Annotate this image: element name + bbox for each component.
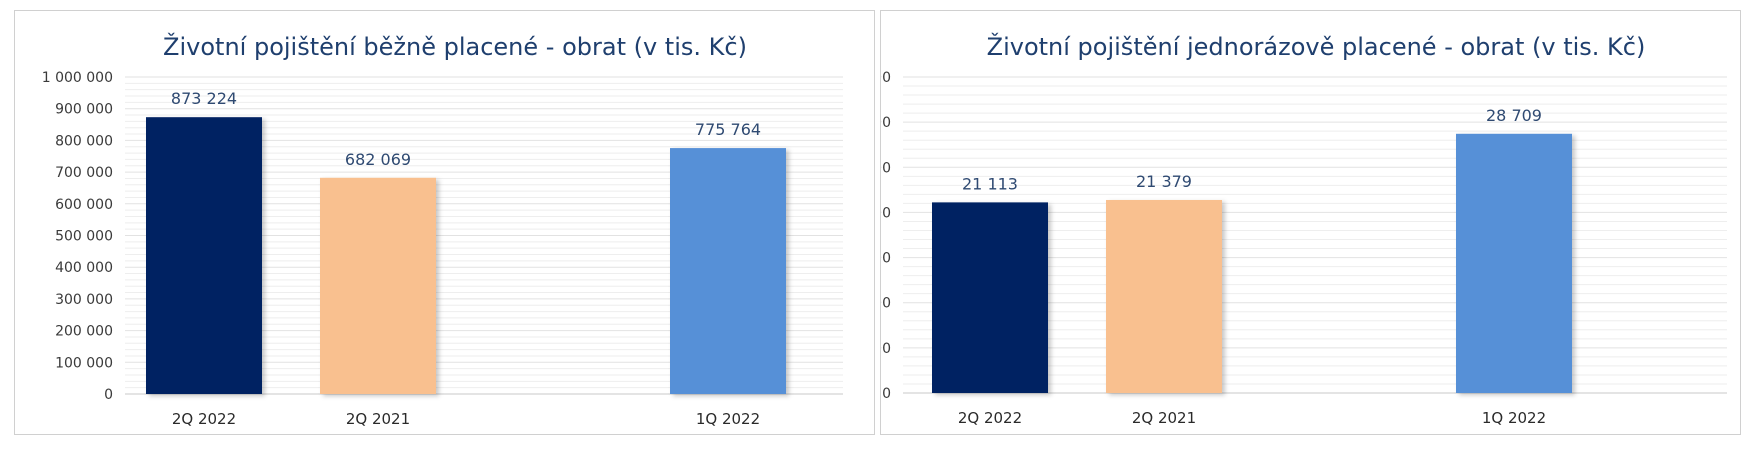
chart-title: Životní pojištění běžně placené - obrat … [163, 32, 747, 61]
y-tick-label: 700 000 [55, 165, 113, 181]
y-tick-label: 1 000 000 [42, 70, 113, 86]
y-tick-label: 0 [882, 386, 891, 402]
chart-svg-bezne-placene: Životní pojištění běžně placené - obrat … [42, 32, 843, 428]
y-tick-label: 35 000 [881, 70, 891, 86]
bar-1q-2022 [1456, 133, 1572, 393]
bar-2q-2021 [1106, 199, 1222, 393]
x-category-label: 2Q 2021 [1132, 409, 1196, 427]
chart-svg-jednorazove-placene: Životní pojištění jednorázově placené - … [881, 32, 1727, 427]
y-tick-label: 600 000 [55, 197, 113, 213]
y-tick-label: 300 000 [55, 292, 113, 308]
data-label: 682 069 [345, 150, 411, 169]
y-tick-label: 5 000 [881, 341, 891, 357]
y-tick-label: 100 000 [55, 355, 113, 371]
y-tick-label: 0 [104, 387, 113, 403]
y-tick-label: 200 000 [55, 324, 113, 340]
y-tick-label: 800 000 [55, 133, 113, 149]
data-label: 775 764 [695, 120, 761, 139]
bar-2q-2021 [320, 177, 436, 394]
y-tick-label: 500 000 [55, 229, 113, 245]
y-tick-label: 900 000 [55, 102, 113, 118]
chart-panel-bezne-placene: Životní pojištění běžně placené - obrat … [14, 10, 875, 435]
y-tick-label: 20 000 [881, 205, 891, 221]
x-category-label: 2Q 2022 [958, 409, 1022, 427]
x-category-label: 2Q 2022 [172, 410, 236, 428]
y-tick-label: 25 000 [881, 160, 891, 176]
y-tick-label: 30 000 [881, 115, 891, 131]
data-label: 28 709 [1486, 106, 1542, 125]
x-category-label: 2Q 2021 [346, 410, 410, 428]
bar-1q-2022 [670, 148, 786, 394]
data-label: 873 224 [171, 89, 237, 108]
chart-panel-jednorazove-placene: Životní pojištění jednorázově placené - … [880, 10, 1741, 435]
chart-title: Životní pojištění jednorázově placené - … [987, 32, 1646, 61]
data-label: 21 113 [962, 174, 1018, 193]
y-tick-label: 10 000 [881, 296, 891, 312]
y-tick-label: 15 000 [881, 251, 891, 267]
bar-2q-2022 [146, 117, 262, 394]
y-tick-label: 400 000 [55, 260, 113, 276]
x-category-label: 1Q 2022 [1482, 409, 1546, 427]
data-label: 21 379 [1136, 172, 1192, 191]
x-category-label: 1Q 2022 [696, 410, 760, 428]
bar-2q-2022 [932, 202, 1048, 393]
